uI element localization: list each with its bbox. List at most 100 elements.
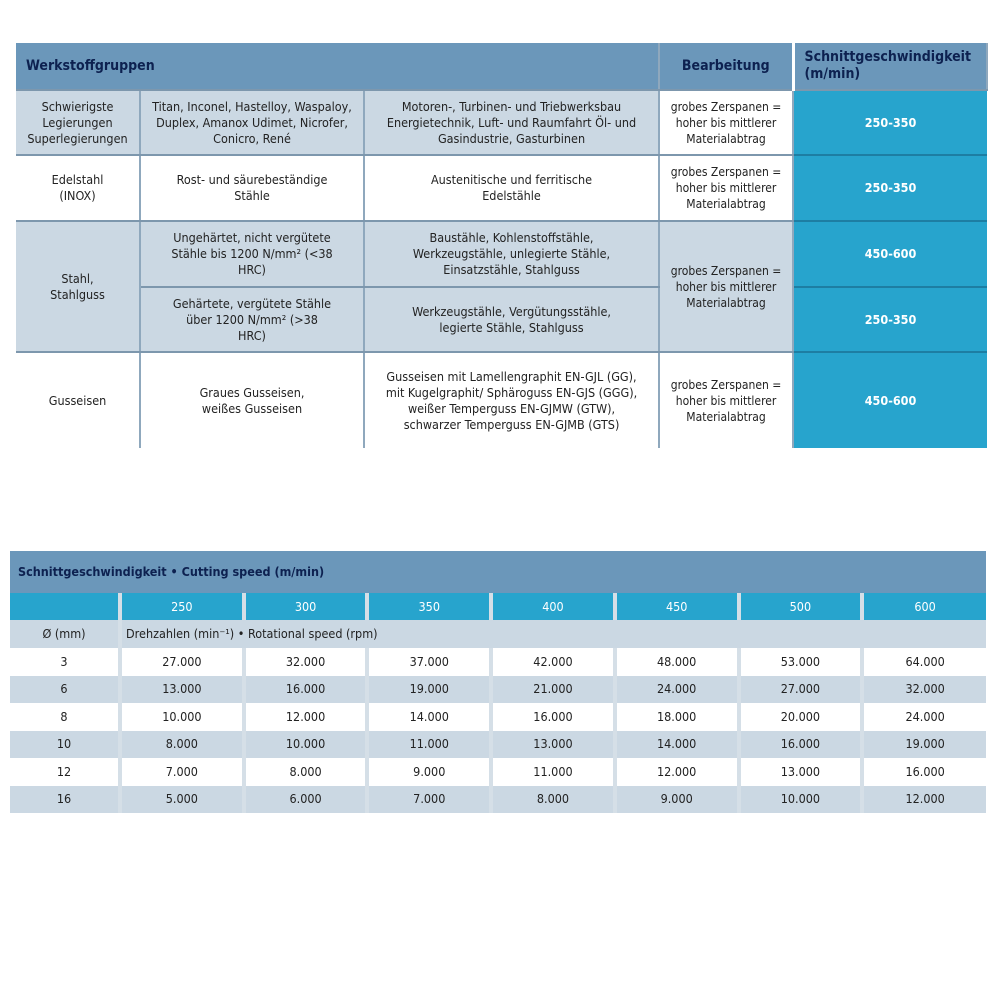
cell-rpm: 10.000	[243, 730, 370, 758]
cell-rpm: 64.000	[905, 653, 945, 669]
table-row: 12 7.000 8.000 9.000 11.000 12.000 13.000 16.00…	[10, 758, 986, 786]
cell-rpm: 37.000	[367, 648, 494, 676]
cell-diameter: 8	[10, 703, 123, 731]
cell-speed: 450-600	[793, 221, 988, 288]
table-title: Schnittgeschwindigkeit • Cutting speed (…	[10, 551, 986, 593]
cell-rpm: 19.000	[905, 736, 945, 752]
table-row: Gusseisen Graues Gusseisen, weißes Gusse…	[16, 352, 988, 448]
cell-group: Edelstahl (INOX)	[16, 155, 141, 222]
cell-rpm: 10.000	[738, 785, 865, 813]
cell-applications: Gusseisen mit Lamellengraphit EN-GJL (GG…	[364, 352, 661, 448]
rotational-speed-table: Schnittgeschwindigkeit • Cutting speed (…	[10, 551, 986, 813]
cell-speed: 250-350	[793, 287, 988, 353]
cell-rpm: 12.000	[243, 703, 370, 731]
cell-rpm: 53.000	[738, 648, 865, 676]
speed-header-350: 350	[367, 593, 494, 620]
cell-rpm: 13.000	[491, 730, 617, 758]
table-row: Gehärtete, vergütete Stähle über 1200 N/…	[16, 287, 988, 353]
rpm-label: Drehzahlen (min⁻¹) • Rotational speed (r…	[126, 626, 378, 641]
speed-header-600: 600	[914, 598, 936, 614]
cell-rpm: 32.000	[243, 648, 370, 676]
material-groups-table: Werkstoffgruppen Bearbeitung Schnittgesc…	[16, 43, 989, 448]
cell-rpm: 14.000	[614, 730, 741, 758]
table-row: 10 8.000 10.000 11.000 13.000 14.000 16.000 19.…	[10, 730, 986, 758]
cell-processing: grobes Zerspanen = hoher bis mittlerer M…	[659, 155, 795, 222]
cell-rpm: 24.000	[905, 708, 945, 724]
label-row: Ø (mm) Drehzahlen (min⁻¹) • Rotational s…	[10, 620, 986, 648]
cell-rpm: 19.000	[367, 675, 494, 703]
cell-rpm: 8.000	[243, 758, 370, 786]
cell-rpm: 8.000	[120, 730, 246, 758]
cell-rpm: 11.000	[367, 730, 494, 758]
table-row: Schwierigste Legierungen Superlegierunge…	[16, 90, 988, 156]
cell-applications: Motoren-, Turbinen- und Triebwerksbau En…	[364, 90, 661, 156]
speed-header-250: 250	[120, 593, 246, 620]
table-row: Stahl, Stahlguss Ungehärtet, nicht vergü…	[16, 221, 988, 353]
table-row: 8 10.000 12.000 14.000 16.000 18.000 20.000 24.…	[10, 703, 986, 731]
cell-applications: Baustähle, Kohlenstoffstähle, Werkzeugst…	[364, 221, 661, 288]
cell-diameter: 16	[10, 785, 123, 813]
cell-speed: 250-350	[793, 155, 988, 222]
cell-rpm: 18.000	[614, 703, 741, 731]
cell-rpm: 13.000	[738, 758, 865, 786]
cell-rpm: 12.000	[905, 791, 945, 807]
cell-rpm: 7.000	[120, 758, 246, 786]
cell-rpm: 6.000	[243, 785, 370, 813]
cell-rpm: 16.000	[905, 763, 945, 779]
table-row: 16 5.000 6.000 7.000 8.000 9.000 10.000 12.000	[10, 785, 986, 813]
cell-rpm: 5.000	[120, 785, 246, 813]
cell-applications: Werkzeugstähle, Vergütungsstähle, legier…	[364, 287, 661, 353]
cell-materials: Titan, Inconel, Hastelloy, Waspaloy, Dup…	[140, 90, 365, 156]
table-row: 6 13.000 16.000 19.000 21.000 24.000 27.000 32.…	[10, 675, 986, 703]
cell-rpm: 27.000	[120, 648, 246, 676]
cell-applications: Austenitische und ferritische Edelstähle	[364, 155, 661, 222]
cell-rpm: 7.000	[367, 785, 494, 813]
cell-rpm: 24.000	[614, 675, 741, 703]
header-group: Werkstoffgruppen	[16, 43, 661, 91]
cell-diameter: 10	[10, 730, 123, 758]
cell-diameter: 6	[10, 675, 123, 703]
cell-processing: grobes Zerspanen = hoher bis mittlerer M…	[659, 90, 795, 156]
speed-header-450: 450	[614, 593, 741, 620]
header-empty	[10, 593, 123, 620]
cell-rpm: 9.000	[614, 785, 741, 813]
cell-rpm: 16.000	[491, 703, 617, 731]
diameter-label: Ø (mm)	[10, 620, 123, 648]
cell-group: Gusseisen	[16, 352, 141, 448]
cell-materials: Rost- und säurebeständige Stähle	[140, 155, 365, 222]
cell-materials: Graues Gusseisen, weißes Gusseisen	[140, 352, 365, 448]
header-processing: Bearbeitung	[659, 43, 795, 91]
cell-rpm: 16.000	[738, 730, 865, 758]
table-row: 3 27.000 32.000 37.000 42.000 48.000 53.000 64.…	[10, 648, 986, 676]
cell-rpm: 13.000	[120, 675, 246, 703]
table-row: Edelstahl (INOX) Rost- und säurebeständi…	[16, 155, 988, 222]
cell-rpm: 11.000	[491, 758, 617, 786]
cell-rpm: 21.000	[491, 675, 617, 703]
cell-rpm: 10.000	[120, 703, 246, 731]
header-speed: Schnittgeschwindigkeit (m/min)	[793, 43, 989, 91]
cell-speed: 250-350	[793, 90, 988, 156]
speed-header-300: 300	[243, 593, 370, 620]
cell-group: Stahl, Stahlguss	[16, 221, 141, 353]
cell-rpm: 32.000	[905, 681, 945, 697]
cell-diameter: 3	[10, 648, 123, 676]
cell-diameter: 12	[10, 758, 123, 786]
cell-rpm: 16.000	[243, 675, 370, 703]
speed-header-400: 400	[491, 593, 617, 620]
speed-header-row: 250 300 350 400 450 500 600	[10, 593, 986, 620]
cell-speed: 450-600	[793, 352, 988, 448]
cell-rpm: 48.000	[614, 648, 741, 676]
cell-materials: Gehärtete, vergütete Stähle über 1200 N/…	[140, 287, 365, 353]
speed-header-500: 500	[738, 593, 865, 620]
cell-processing: grobes Zerspanen = hoher bis mittlerer M…	[659, 352, 795, 448]
cell-rpm: 14.000	[367, 703, 494, 731]
cell-rpm: 8.000	[491, 785, 617, 813]
cell-group: Schwierigste Legierungen Superlegierunge…	[16, 90, 141, 156]
cell-rpm: 27.000	[738, 675, 865, 703]
cell-processing: grobes Zerspanen = hoher bis mittlerer M…	[659, 221, 795, 353]
cell-rpm: 12.000	[614, 758, 741, 786]
cell-materials: Ungehärtet, nicht vergütete Stähle bis 1…	[140, 221, 365, 288]
cell-rpm: 42.000	[491, 648, 617, 676]
cell-rpm: 9.000	[367, 758, 494, 786]
cell-rpm: 20.000	[738, 703, 865, 731]
